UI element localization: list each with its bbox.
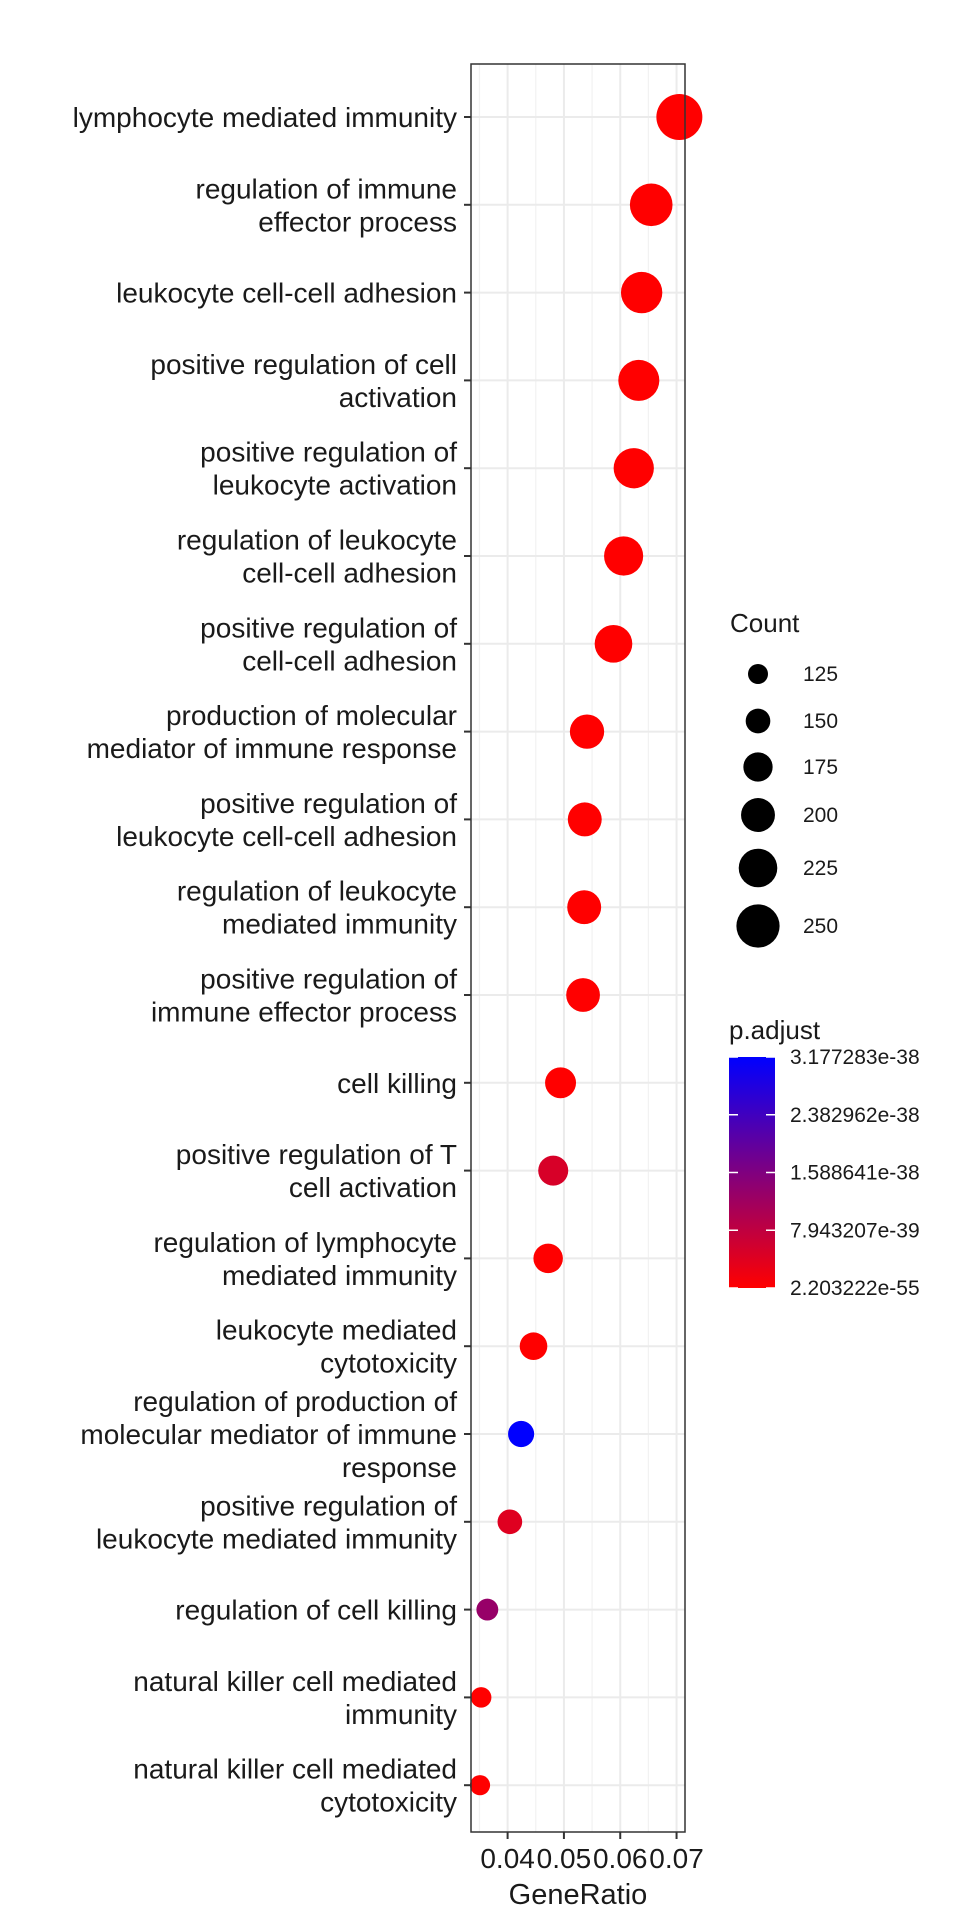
p-adjust-label: 2.203222e-55: [790, 1277, 920, 1300]
y-tick-label: regulation of lymphocyte: [153, 1227, 457, 1258]
count-legend-label: 225: [803, 857, 838, 880]
count-legend-key: [738, 848, 778, 888]
y-tick-label: lymphocyte mediated immunity: [73, 102, 457, 133]
data-point: [508, 1420, 535, 1448]
count-legend-title: Count: [730, 608, 800, 638]
y-tick-label: cell activation: [289, 1172, 457, 1203]
data-point: [604, 536, 644, 576]
y-tick-label: leukocyte activation: [213, 470, 457, 501]
data-point: [569, 714, 605, 749]
y-tick-label: leukocyte mediated: [216, 1315, 457, 1346]
data-point: [613, 448, 654, 489]
p-adjust-label: 1.588641e-38: [790, 1162, 920, 1185]
count-legend-key: [741, 798, 775, 832]
y-axis: lymphocyte mediated immunity regulation o…: [73, 102, 471, 1818]
x-axis-title: GeneRatio: [509, 1879, 648, 1911]
y-tick-label: positive regulation of cell: [150, 349, 457, 380]
p-adjust-label: 2.382962e-38: [790, 1104, 920, 1127]
data-point: [519, 1332, 548, 1361]
count-legend-label: 250: [803, 915, 838, 938]
count-legend-label: 150: [803, 710, 838, 733]
y-tick-label: regulation of leukocyte: [177, 525, 457, 556]
data-point: [469, 1775, 491, 1796]
count-legend-label: 125: [803, 663, 838, 686]
y-tick-label: immune effector process: [151, 997, 457, 1028]
points: [469, 94, 703, 1796]
data-point: [566, 978, 600, 1012]
y-tick-label: positive regulation of: [200, 437, 457, 468]
count-legend-key: [736, 904, 780, 948]
y-tick-label: regulation of cell killing: [175, 1595, 457, 1626]
y-tick-label: natural killer cell mediated: [133, 1754, 457, 1785]
count-legend: Count 125 150 175 200 225 250: [730, 608, 838, 948]
count-legend-key: [748, 664, 768, 684]
y-tick-label: mediated immunity: [222, 1260, 457, 1291]
y-tick-label: positive regulation of: [200, 612, 457, 643]
data-point: [594, 624, 633, 663]
data-point: [620, 271, 663, 314]
data-point: [567, 890, 602, 925]
y-tick-label: positive regulation of: [200, 788, 457, 819]
y-tick-label: positive regulation of: [200, 964, 457, 995]
y-tick-label: regulation of immune: [196, 173, 457, 204]
p-adjust-label: 7.943207e-39: [790, 1219, 920, 1242]
data-point: [538, 1155, 569, 1186]
count-legend-label: 175: [803, 756, 838, 779]
p-adjust-label: 3.177283e-38: [790, 1046, 920, 1069]
x-tick-label: 0.04: [480, 1843, 535, 1874]
y-tick-label: cell-cell adhesion: [242, 558, 457, 589]
y-tick-label: activation: [339, 382, 457, 413]
data-point: [567, 802, 602, 837]
x-tick-label: 0.05: [537, 1843, 592, 1874]
y-tick-label: production of molecular: [166, 700, 457, 731]
count-legend-key: [743, 752, 773, 782]
y-tick-label: mediator of immune response: [87, 733, 457, 764]
p-adjust-legend-title: p.adjust: [729, 1015, 821, 1045]
y-tick-label: cell killing: [337, 1068, 457, 1099]
y-tick-label: cytotoxicity: [320, 1348, 457, 1379]
y-tick-label: positive regulation of: [200, 1490, 457, 1521]
y-tick-label: effector process: [258, 206, 457, 237]
data-point: [656, 94, 703, 140]
y-tick-label: immunity: [345, 1699, 457, 1730]
data-point: [533, 1243, 563, 1274]
y-tick-label: positive regulation of T: [176, 1139, 457, 1170]
y-tick-label: leukocyte mediated immunity: [96, 1523, 457, 1554]
data-point: [497, 1509, 523, 1535]
y-tick-label: cytotoxicity: [320, 1787, 457, 1818]
x-axis: 0.04 0.05 0.06 0.07: [480, 1832, 704, 1874]
y-tick-label: leukocyte cell-cell adhesion: [116, 821, 457, 852]
data-point: [629, 183, 673, 227]
y-tick-label: mediated immunity: [222, 909, 457, 940]
y-tick-label: response: [342, 1452, 457, 1483]
y-tick-label: molecular mediator of immune: [80, 1419, 457, 1450]
count-legend-label: 200: [803, 804, 838, 827]
data-point: [545, 1067, 577, 1099]
data-point: [470, 1687, 492, 1708]
y-tick-label: regulation of production of: [133, 1386, 457, 1417]
x-tick-label: 0.06: [593, 1843, 648, 1874]
y-tick-label: regulation of leukocyte: [177, 876, 457, 907]
data-point: [476, 1598, 499, 1621]
count-legend-key: [745, 708, 771, 734]
panel-border: [470, 63, 686, 1833]
data-point: [618, 359, 660, 401]
y-tick-label: natural killer cell mediated: [133, 1666, 457, 1697]
y-tick-label: cell-cell adhesion: [242, 645, 457, 676]
y-tick-label: leukocyte cell-cell adhesion: [116, 278, 457, 309]
p-adjust-legend: p.adjust 3.177283e-38 2.382962e-38 1.58864…: [729, 1015, 920, 1300]
x-tick-label: 0.07: [649, 1843, 704, 1874]
